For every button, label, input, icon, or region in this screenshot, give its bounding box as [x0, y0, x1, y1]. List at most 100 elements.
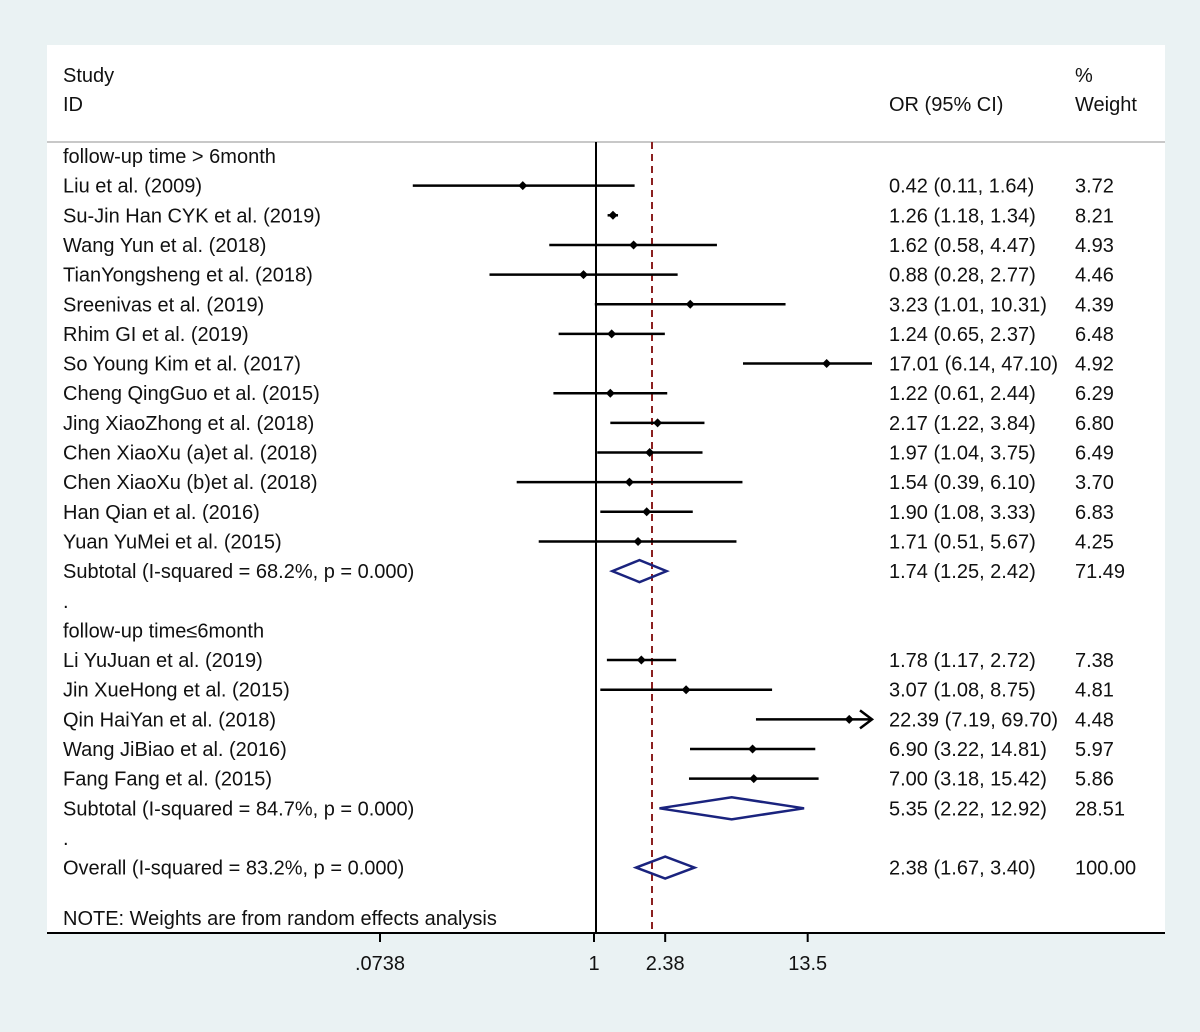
- study-6-label: Rhim GI et al. (2019): [63, 324, 249, 346]
- study-10-or-ci: 1.97 (1.04, 3.75): [889, 443, 1036, 465]
- study-8-point: [605, 388, 615, 398]
- overall-24-weight: 100.00: [1075, 858, 1136, 880]
- study-17-label: Li YuJuan et al. (2019): [63, 650, 263, 672]
- study-21-label: Fang Fang et al. (2015): [63, 769, 272, 791]
- subtotal-22-weight: 28.51: [1075, 798, 1125, 820]
- x-tick-label: .0738: [355, 953, 405, 975]
- rows-layer: follow-up time > 6month Liu et al. (2009)…: [63, 146, 1136, 880]
- study-2-or-ci: 1.26 (1.18, 1.34): [889, 205, 1036, 227]
- spacer-15-label: .: [63, 591, 69, 613]
- study-19-or-ci: 22.39 (7.19, 69.70): [889, 709, 1058, 731]
- percent-header: %: [1075, 65, 1093, 87]
- study-9-label: Jing XiaoZhong et al. (2018): [63, 413, 314, 435]
- subtotal-22-diamond: [659, 796, 805, 821]
- study-19-point: [844, 714, 854, 724]
- study-1-point: [518, 181, 528, 191]
- subtotal-14-diamond: [608, 558, 670, 584]
- study-4-weight: 4.46: [1075, 265, 1114, 287]
- study-7-or-ci: 17.01 (6.14, 47.10): [889, 354, 1058, 376]
- study-13-point: [633, 536, 643, 546]
- weight-header: Weight: [1075, 94, 1137, 116]
- study-17-weight: 7.38: [1075, 650, 1114, 672]
- study-10-point: [645, 448, 655, 457]
- spacer-23-label: .: [63, 828, 69, 850]
- study-5-weight: 4.39: [1075, 294, 1114, 316]
- study-10-weight: 6.49: [1075, 443, 1114, 465]
- study-5-or-ci: 3.23 (1.01, 10.31): [889, 294, 1047, 316]
- study-9-weight: 6.80: [1075, 413, 1114, 435]
- x-tick-label: 2.38: [646, 953, 685, 975]
- study-13-weight: 4.25: [1075, 531, 1114, 553]
- study-20-point: [748, 744, 758, 754]
- study-11-or-ci: 1.54 (0.39, 6.10): [889, 472, 1036, 494]
- overall-24-or-ci: 2.38 (1.67, 3.40): [889, 858, 1036, 880]
- study-1-or-ci: 0.42 (0.11, 1.64): [889, 176, 1034, 198]
- study-21-or-ci: 7.00 (3.18, 15.42): [889, 769, 1047, 791]
- study-19-arrow: [859, 709, 875, 730]
- subtotal-22-or-ci: 5.35 (2.22, 12.92): [889, 798, 1047, 820]
- study-17-point: [636, 655, 646, 665]
- study-18-weight: 4.81: [1075, 680, 1114, 702]
- id-header: ID: [63, 94, 83, 116]
- study-5-label: Sreenivas et al. (2019): [63, 294, 264, 316]
- study-10-label: Chen XiaoXu (a)et al. (2018): [63, 443, 318, 465]
- study-6-or-ci: 1.24 (0.65, 2.37): [889, 324, 1036, 346]
- study-8-weight: 6.29: [1075, 383, 1114, 405]
- study-17-or-ci: 1.78 (1.17, 2.72): [889, 650, 1036, 672]
- x-tick-label: 1: [588, 953, 599, 975]
- study-12-weight: 6.83: [1075, 502, 1114, 524]
- study-12-point: [642, 507, 652, 517]
- study-11-label: Chen XiaoXu (b)et al. (2018): [63, 472, 318, 494]
- overall-24-diamond: [632, 855, 699, 880]
- study-7-weight: 4.92: [1075, 354, 1114, 376]
- study-18-label: Jin XueHong et al. (2015): [63, 680, 290, 702]
- subtotal-22-label: Subtotal (I-squared = 84.7%, p = 0.000): [63, 798, 414, 820]
- study-2-label: Su-Jin Han CYK et al. (2019): [63, 205, 321, 227]
- study-8-label: Cheng QingGuo et al. (2015): [63, 383, 320, 405]
- study-20-label: Wang JiBiao et al. (2016): [63, 739, 287, 761]
- study-18-point: [681, 685, 691, 695]
- study-12-label: Han Qian et al. (2016): [63, 502, 260, 524]
- subtotal-14-or-ci: 1.74 (1.25, 2.42): [889, 561, 1036, 583]
- study-4-point: [579, 270, 589, 280]
- x-axis-ticks: .0738 1 2.38 13.5: [355, 933, 827, 975]
- study-3-point: [629, 240, 639, 250]
- study-2-weight: 8.21: [1075, 205, 1114, 227]
- study-1-weight: 3.72: [1075, 176, 1114, 198]
- study-3-weight: 4.93: [1075, 235, 1114, 257]
- study-8-or-ci: 1.22 (0.61, 2.44): [889, 383, 1036, 405]
- study-18-or-ci: 3.07 (1.08, 8.75): [889, 680, 1036, 702]
- study-11-weight: 3.70: [1075, 472, 1114, 494]
- study-19-weight: 4.48: [1075, 709, 1114, 731]
- study-21-point: [749, 774, 759, 784]
- study-20-weight: 5.97: [1075, 739, 1114, 761]
- or-ci-header: OR (95% CI): [889, 94, 1003, 116]
- study-6-weight: 6.48: [1075, 324, 1114, 346]
- study-20-or-ci: 6.90 (3.22, 14.81): [889, 739, 1047, 761]
- study-13-or-ci: 1.71 (0.51, 5.67): [889, 531, 1036, 553]
- study-13-label: Yuan YuMei et al. (2015): [63, 531, 282, 553]
- study-4-or-ci: 0.88 (0.28, 2.77): [889, 265, 1036, 287]
- study-5-point: [685, 299, 695, 309]
- study-19-label: Qin HaiYan et al. (2018): [63, 709, 276, 731]
- study-1-label: Liu et al. (2009): [63, 176, 202, 198]
- subtotal-14-label: Subtotal (I-squared = 68.2%, p = 0.000): [63, 561, 414, 583]
- study-9-point: [653, 418, 663, 428]
- study-2-point: [608, 210, 618, 220]
- study-3-label: Wang Yun et al. (2018): [63, 235, 266, 257]
- plot-panel: [47, 45, 1165, 933]
- study-header: Study: [63, 65, 114, 87]
- study-9-or-ci: 2.17 (1.22, 3.84): [889, 413, 1036, 435]
- group-0-label: follow-up time > 6month: [63, 146, 276, 168]
- study-3-or-ci: 1.62 (0.58, 4.47): [889, 235, 1036, 257]
- subtotal-14-weight: 71.49: [1075, 561, 1125, 583]
- study-12-or-ci: 1.90 (1.08, 3.33): [889, 502, 1036, 524]
- study-4-label: TianYongsheng et al. (2018): [63, 265, 313, 287]
- weights-note: NOTE: Weights are from random effects an…: [63, 908, 497, 930]
- study-7-point: [822, 359, 832, 369]
- study-21-weight: 5.86: [1075, 769, 1114, 791]
- x-tick-label: 13.5: [788, 953, 827, 975]
- study-6-point: [607, 329, 617, 339]
- group-16-label: follow-up time≤6month: [63, 620, 264, 642]
